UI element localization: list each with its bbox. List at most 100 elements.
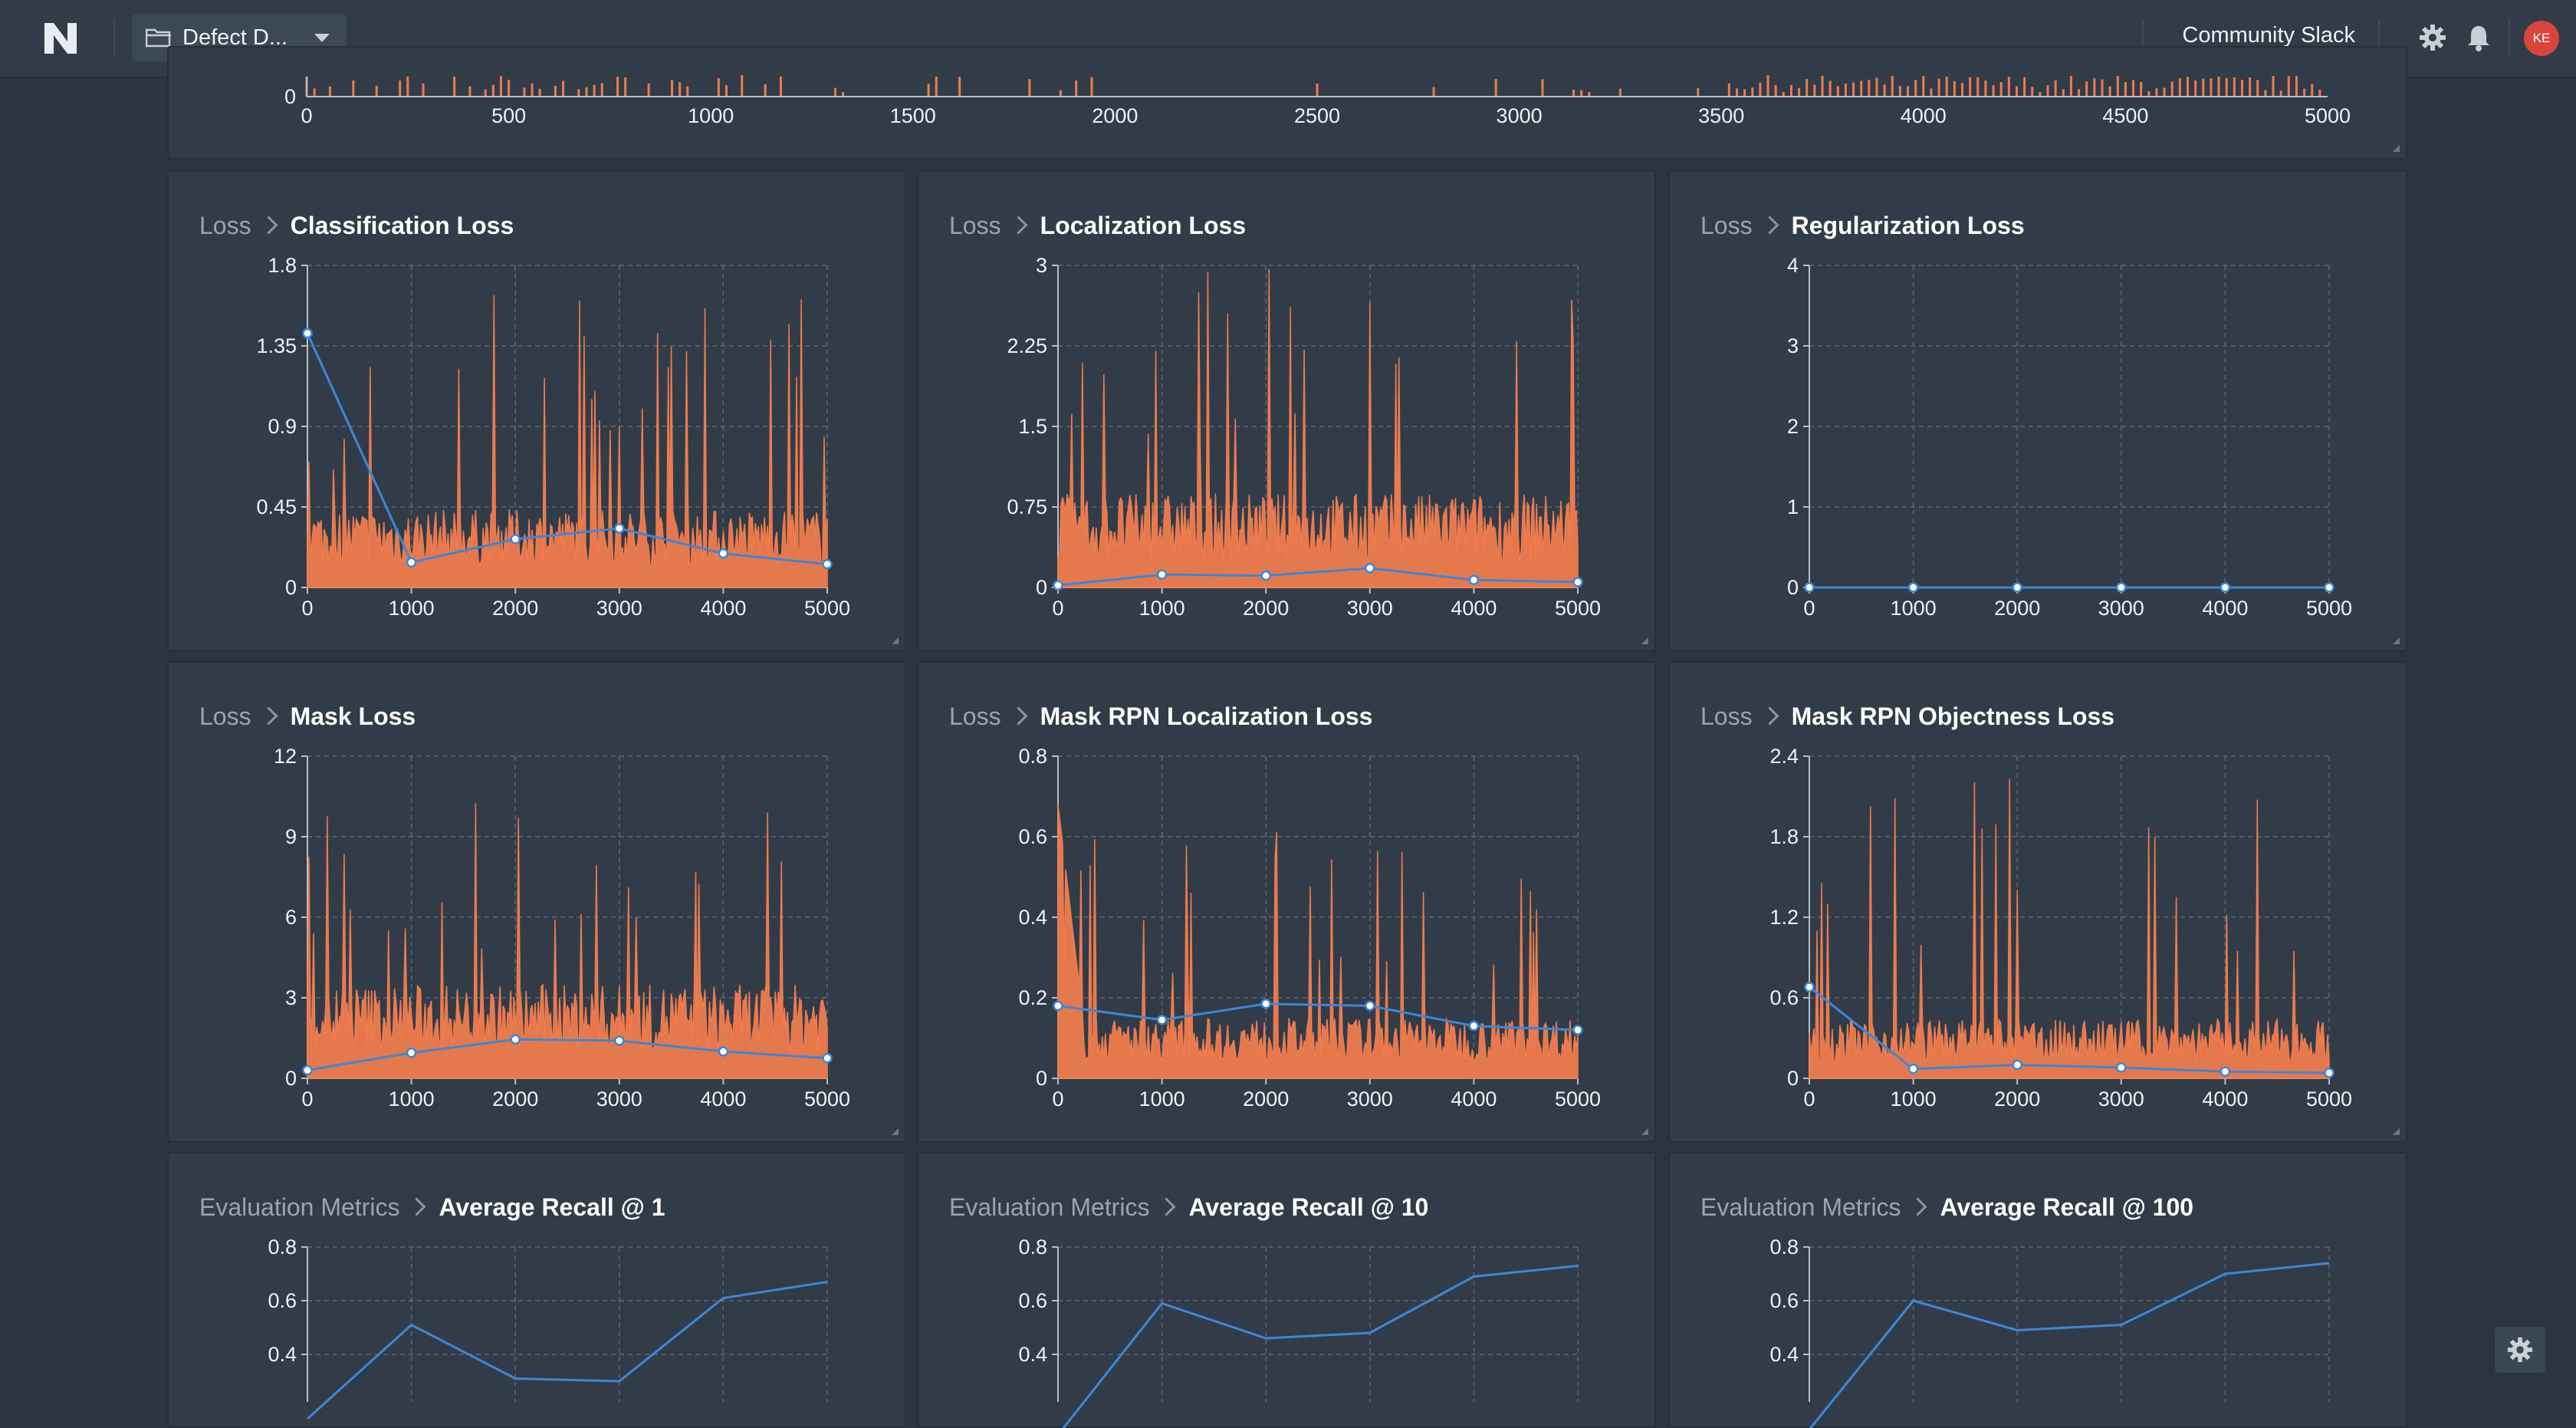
x-tick-label: 4000 bbox=[1451, 1087, 1497, 1110]
series-point bbox=[2013, 584, 2022, 592]
raw-loss-area bbox=[307, 295, 827, 587]
x-tick-label: 3000 bbox=[2098, 1087, 2144, 1110]
x-tick-label: 1000 bbox=[1891, 1087, 1937, 1110]
x-tick-label: 4000 bbox=[700, 1087, 746, 1110]
x-tick-label: 4000 bbox=[1451, 597, 1497, 620]
y-tick-label: 2.4 bbox=[1769, 745, 1799, 768]
series-point bbox=[1574, 578, 1582, 587]
y-tick-label: 0 bbox=[285, 576, 297, 599]
y-tick-label: 1.8 bbox=[1769, 825, 1799, 848]
x-tick-label: 1000 bbox=[389, 597, 435, 620]
x-tick-label: 1000 bbox=[1139, 597, 1185, 620]
series-point bbox=[719, 1048, 728, 1056]
y-tick-label: 9 bbox=[285, 825, 297, 848]
series-point bbox=[823, 560, 832, 568]
series-point bbox=[1262, 999, 1270, 1008]
y-tick-label: 0.45 bbox=[256, 495, 297, 518]
y-tick-label: 0.8 bbox=[268, 1236, 297, 1259]
raw-loss-area bbox=[1058, 269, 1578, 587]
x-tick-label: 1000 bbox=[1891, 597, 1937, 620]
y-tick-label: 0.4 bbox=[1018, 1343, 1047, 1366]
x-tick-label: 5000 bbox=[1555, 597, 1601, 620]
series-point bbox=[2325, 584, 2334, 592]
series-point bbox=[407, 558, 416, 567]
y-tick-label: 0.6 bbox=[1018, 1289, 1047, 1312]
y-tick-label: 0.4 bbox=[1018, 906, 1047, 929]
series-point bbox=[1470, 576, 1478, 584]
series-point bbox=[1262, 571, 1270, 580]
y-tick-label: 1.5 bbox=[1018, 415, 1047, 438]
gear-icon bbox=[2506, 1336, 2534, 1364]
x-tick-label: 3000 bbox=[1347, 597, 1393, 620]
x-tick-label: 0 bbox=[1803, 597, 1815, 620]
y-tick-label: 0.8 bbox=[1018, 745, 1047, 768]
y-tick-label: 0 bbox=[285, 1067, 297, 1090]
y-tick-label: 3 bbox=[285, 986, 297, 1009]
x-tick-label: 1500 bbox=[890, 104, 936, 127]
x-tick-label: 4000 bbox=[2202, 597, 2248, 620]
settings-button[interactable] bbox=[2495, 1327, 2545, 1373]
raw-loss-area bbox=[1809, 779, 2329, 1078]
y-tick-label: 0 bbox=[1036, 1067, 1047, 1090]
x-tick-label: 5000 bbox=[2306, 597, 2352, 620]
y-tick-label: 0.4 bbox=[1769, 1343, 1799, 1366]
y-tick-label: 0.8 bbox=[1018, 1236, 1047, 1259]
x-tick-label: 2000 bbox=[1243, 597, 1289, 620]
y-tick-label: 1 bbox=[1787, 495, 1799, 518]
series-point bbox=[615, 1037, 623, 1045]
series-point bbox=[719, 549, 728, 558]
x-tick-label: 1000 bbox=[1139, 1087, 1185, 1110]
series-point bbox=[1574, 1026, 1582, 1035]
y-tick-label: 12 bbox=[274, 745, 297, 768]
y-tick-label: 0.75 bbox=[1007, 495, 1047, 518]
y-tick-label: 1.35 bbox=[256, 334, 297, 357]
series-point bbox=[1470, 1022, 1478, 1030]
series-point bbox=[1054, 1002, 1063, 1010]
x-tick-label: 0 bbox=[1803, 1087, 1815, 1110]
series-point bbox=[2325, 1069, 2334, 1078]
x-tick-label: 0 bbox=[1052, 1087, 1063, 1110]
x-tick-label: 3000 bbox=[1497, 104, 1543, 127]
series-point bbox=[304, 1066, 312, 1074]
series-line bbox=[307, 1282, 827, 1420]
x-tick-label: 4000 bbox=[1901, 104, 1947, 127]
series-point bbox=[1806, 584, 1814, 592]
series-point bbox=[1365, 564, 1374, 572]
x-tick-label: 3000 bbox=[596, 597, 642, 620]
y-tick-label: 2 bbox=[1787, 415, 1799, 438]
series-point bbox=[511, 1035, 520, 1044]
x-tick-label: 1000 bbox=[389, 1087, 435, 1110]
raw-loss-area bbox=[307, 803, 827, 1078]
series-point bbox=[2221, 584, 2229, 592]
x-tick-label: 2000 bbox=[1243, 1087, 1289, 1110]
series-point bbox=[615, 525, 623, 533]
x-tick-label: 4000 bbox=[2202, 1087, 2248, 1110]
y-tick-label: 0 bbox=[1036, 576, 1047, 599]
y-tick-label: 0 bbox=[1787, 576, 1799, 599]
y-tick-label: 0.6 bbox=[1018, 825, 1047, 848]
y-tick-label: 3 bbox=[1787, 334, 1799, 357]
y-tick-label: 0 bbox=[1787, 1067, 1799, 1090]
series-point bbox=[1158, 571, 1166, 579]
y-tick-label: 3 bbox=[1036, 254, 1047, 277]
y-tick-label: 0 bbox=[284, 85, 296, 108]
x-tick-label: 3500 bbox=[1698, 104, 1744, 127]
x-tick-label: 5000 bbox=[804, 1087, 850, 1110]
series-point bbox=[2013, 1061, 2022, 1069]
y-tick-label: 2.25 bbox=[1007, 334, 1047, 357]
y-tick-label: 0.9 bbox=[268, 415, 297, 438]
x-tick-label: 5000 bbox=[804, 597, 850, 620]
x-tick-label: 3000 bbox=[1347, 1087, 1393, 1110]
x-tick-label: 4000 bbox=[700, 597, 746, 620]
series-point bbox=[304, 329, 312, 337]
x-tick-label: 5000 bbox=[2305, 104, 2351, 127]
series-point bbox=[1909, 584, 1917, 592]
series-point bbox=[1054, 581, 1063, 590]
x-tick-label: 0 bbox=[1052, 597, 1063, 620]
series-point bbox=[511, 535, 520, 544]
y-tick-label: 0.6 bbox=[1769, 1289, 1799, 1312]
y-tick-label: 1.2 bbox=[1769, 906, 1799, 929]
x-tick-label: 5000 bbox=[1555, 1087, 1601, 1110]
series-point bbox=[1158, 1015, 1166, 1024]
